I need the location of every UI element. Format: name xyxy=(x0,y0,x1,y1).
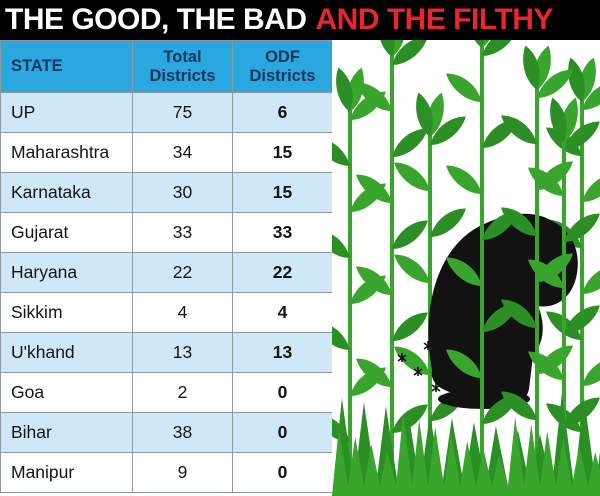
state-cell: Manipur xyxy=(0,452,133,493)
total-cell: 9 xyxy=(132,452,233,493)
table-row: UP 75 6 xyxy=(0,92,333,133)
odf-cell: 22 xyxy=(232,252,333,293)
plants-illustration xyxy=(332,40,600,496)
total-cell: 33 xyxy=(132,212,233,253)
state-cell: Maharashtra xyxy=(0,132,133,173)
title-bar: THE GOOD, THE BAD AND THE FILTHY xyxy=(0,0,600,40)
total-cell: 22 xyxy=(132,252,233,293)
state-cell: U'khand xyxy=(0,332,133,373)
header-state: STATE xyxy=(0,40,133,93)
header-total-districts: Total Districts xyxy=(132,40,233,93)
table-row: Gujarat 33 33 xyxy=(0,212,333,253)
districts-table: STATE Total Districts ODF Districts UP 7… xyxy=(0,40,333,493)
table-row: Goa 2 0 xyxy=(0,372,333,413)
total-cell: 13 xyxy=(132,332,233,373)
state-cell: Goa xyxy=(0,372,133,413)
state-cell: Sikkim xyxy=(0,292,133,333)
table-header-row: STATE Total Districts ODF Districts xyxy=(0,40,333,93)
table-row: Manipur 9 0 xyxy=(0,452,333,493)
table-body: UP 75 6 Maharashtra 34 15 Karnataka 30 1… xyxy=(0,92,333,493)
table-row: Maharashtra 34 15 xyxy=(0,132,333,173)
total-cell: 34 xyxy=(132,132,233,173)
title-part-1: THE GOOD, THE BAD xyxy=(5,3,307,36)
total-cell: 75 xyxy=(132,92,233,133)
table-row: Haryana 22 22 xyxy=(0,252,333,293)
odf-cell: 4 xyxy=(232,292,333,333)
title-part-2: AND THE FILTHY xyxy=(315,3,554,36)
odf-cell: 15 xyxy=(232,132,333,173)
state-cell: UP xyxy=(0,92,133,133)
total-cell: 30 xyxy=(132,172,233,213)
table-row: Sikkim 4 4 xyxy=(0,292,333,333)
odf-cell: 6 xyxy=(232,92,333,133)
table-row: U'khand 13 13 xyxy=(0,332,333,373)
total-cell: 38 xyxy=(132,412,233,453)
odf-cell: 0 xyxy=(232,372,333,413)
odf-cell: 15 xyxy=(232,172,333,213)
state-cell: Gujarat xyxy=(0,212,133,253)
state-cell: Haryana xyxy=(0,252,133,293)
header-odf-districts: ODF Districts xyxy=(232,40,333,93)
table-row: Bihar 38 0 xyxy=(0,412,333,453)
state-cell: Bihar xyxy=(0,412,133,453)
odf-cell: 0 xyxy=(232,452,333,493)
odf-cell: 33 xyxy=(232,212,333,253)
table-row: Karnataka 30 15 xyxy=(0,172,333,213)
total-cell: 4 xyxy=(132,292,233,333)
state-cell: Karnataka xyxy=(0,172,133,213)
total-cell: 2 xyxy=(132,372,233,413)
odf-cell: 13 xyxy=(232,332,333,373)
plants-svg xyxy=(332,40,600,496)
odf-cell: 0 xyxy=(232,412,333,453)
